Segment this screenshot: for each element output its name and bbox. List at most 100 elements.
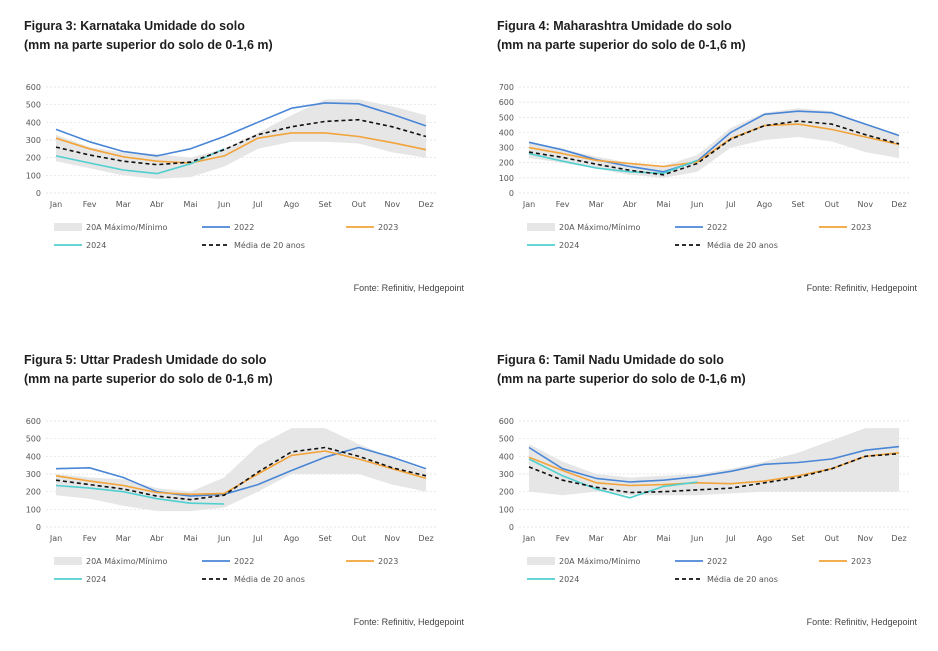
legend-label-s2024: 2024 — [86, 241, 106, 250]
chart-title: Figura 3: Karnataka Umidade do solo — [24, 19, 245, 33]
y-tick-label: 200 — [26, 488, 41, 497]
series-line-s2023 — [528, 452, 900, 487]
y-tick-label: 100 — [499, 174, 514, 183]
legend-label-band: 20A Máximo/Mínimo — [559, 557, 641, 566]
x-tick-label: Set — [319, 534, 332, 543]
x-tick-label: Jan — [49, 200, 62, 209]
x-tick-label: Mai — [657, 534, 671, 543]
chart-panel-tamil-nadu: Figura 6: Tamil Nadu Umidade do solo (mm… — [497, 351, 917, 651]
y-tick-label: 600 — [26, 83, 41, 92]
series-line-avg — [55, 446, 427, 501]
x-tick-label: Jul — [725, 200, 736, 209]
chart-subtitle: (mm na parte superior do solo de 0-1,6 m… — [497, 38, 746, 52]
y-tick-label: 200 — [499, 488, 514, 497]
x-tick-label: Mai — [184, 534, 198, 543]
y-tick-label: 300 — [499, 470, 514, 479]
x-tick-label: Ago — [284, 200, 300, 209]
legend-label-s2023: 2023 — [378, 557, 398, 566]
x-tick-label: Jan — [522, 200, 535, 209]
y-tick-label: 500 — [26, 435, 41, 444]
x-tick-label: Abr — [150, 200, 165, 209]
x-tick-label: Abr — [623, 200, 638, 209]
y-tick-label: 400 — [499, 452, 514, 461]
y-tick-label: 700 — [499, 83, 514, 92]
legend-label-avg: Média de 20 anos — [707, 240, 778, 250]
x-tick-label: Out — [824, 534, 839, 543]
x-tick-label: Mar — [116, 200, 132, 209]
legend-swatch-band — [527, 223, 555, 231]
x-tick-label: Jul — [725, 534, 736, 543]
series-line-avg — [528, 120, 900, 176]
x-tick-label: Fev — [556, 534, 570, 543]
y-tick-label: 400 — [26, 452, 41, 461]
legend-label-s2022: 2022 — [234, 223, 254, 232]
band-max-min-area — [529, 108, 899, 178]
series-line-s2024 — [55, 148, 225, 175]
x-tick-label: Ago — [757, 534, 773, 543]
legend-label-avg: Média de 20 anos — [707, 574, 778, 584]
series-line-s2023 — [55, 132, 427, 164]
legend-label-avg: Média de 20 anos — [234, 574, 305, 584]
series-line-s2022 — [55, 102, 427, 157]
y-tick-label: 0 — [509, 523, 514, 532]
x-tick-label: Jun — [217, 534, 231, 543]
x-tick-label: Nov — [858, 534, 874, 543]
series-line-s2024 — [528, 458, 698, 499]
legend-label-s2023: 2023 — [851, 223, 871, 232]
chart-title: Figura 6: Tamil Nadu Umidade do solo — [497, 353, 724, 367]
legend-label-s2024: 2024 — [86, 575, 106, 584]
y-tick-label: 400 — [26, 118, 41, 127]
x-tick-label: Dez — [891, 534, 906, 543]
legend-label-s2024: 2024 — [559, 241, 579, 250]
y-tick-label: 500 — [499, 113, 514, 122]
x-tick-label: Ago — [284, 534, 300, 543]
chart-subtitle: (mm na parte superior do solo de 0-1,6 m… — [24, 38, 273, 52]
series-line-avg — [528, 452, 900, 494]
legend-label-s2022: 2022 — [707, 557, 727, 566]
chart-source: Fonte: Refinitiv, Hedgepoint — [806, 617, 917, 627]
y-tick-label: 500 — [26, 101, 41, 110]
x-tick-label: Jan — [522, 534, 535, 543]
y-tick-label: 0 — [36, 189, 41, 198]
legend-label-avg: Média de 20 anos — [234, 240, 305, 250]
y-tick-label: 100 — [26, 505, 41, 514]
band-max-min-area — [529, 428, 899, 496]
series-line-s2024 — [528, 152, 698, 175]
x-tick-label: Set — [792, 200, 805, 209]
x-tick-label: Jul — [252, 534, 263, 543]
y-tick-label: 100 — [499, 505, 514, 514]
legend-label-s2024: 2024 — [559, 575, 579, 584]
series-line-s2022 — [528, 445, 900, 483]
x-tick-label: Jul — [252, 200, 263, 209]
chart-subtitle: (mm na parte superior do solo de 0-1,6 m… — [497, 372, 746, 386]
x-tick-label: Mai — [184, 200, 198, 209]
x-tick-label: Jun — [217, 200, 231, 209]
chart-karnataka: 0 100 200 300 400 500 600 Jan Fev Mar Abr Mai Jun Jul… — [26, 83, 436, 250]
chart-subtitle: (mm na parte superior do solo de 0-1,6 m… — [24, 372, 273, 386]
x-tick-label: Ago — [757, 200, 773, 209]
legend-swatch-band — [54, 557, 82, 565]
legend-label-s2022: 2022 — [234, 557, 254, 566]
legend-label-s2023: 2023 — [378, 223, 398, 232]
y-tick-label: 300 — [26, 470, 41, 479]
y-tick-label: 500 — [499, 435, 514, 444]
chart-uttar-pradesh: 0 100 200 300 400 500 600 Jan Fev Mar Abr Mai Jun Jul… — [26, 417, 436, 584]
series-line-s2022 — [55, 446, 427, 497]
y-tick-label: 200 — [499, 159, 514, 168]
x-tick-label: Dez — [418, 534, 433, 543]
y-tick-label: 600 — [26, 417, 41, 426]
x-tick-label: Jun — [690, 200, 704, 209]
chart-maharashtra: 0 100 200 300 400 500 600 700 Jan Fev Mar Abr Mai Jun… — [499, 83, 909, 250]
legend-label-s2023: 2023 — [851, 557, 871, 566]
x-tick-label: Out — [351, 200, 366, 209]
y-tick-label: 300 — [26, 136, 41, 145]
y-tick-label: 300 — [499, 144, 514, 153]
legend-label-band: 20A Máximo/Mínimo — [86, 223, 168, 232]
series-line-avg — [55, 118, 427, 166]
chart-source: Fonte: Refinitiv, Hedgepoint — [806, 283, 917, 293]
y-tick-label: 200 — [26, 154, 41, 163]
x-tick-label: Fev — [556, 200, 570, 209]
x-tick-label: Set — [792, 534, 805, 543]
chart-panel-karnataka: Figura 3: Karnataka Umidade do solo (mm … — [24, 17, 464, 317]
x-tick-label: Abr — [623, 534, 638, 543]
